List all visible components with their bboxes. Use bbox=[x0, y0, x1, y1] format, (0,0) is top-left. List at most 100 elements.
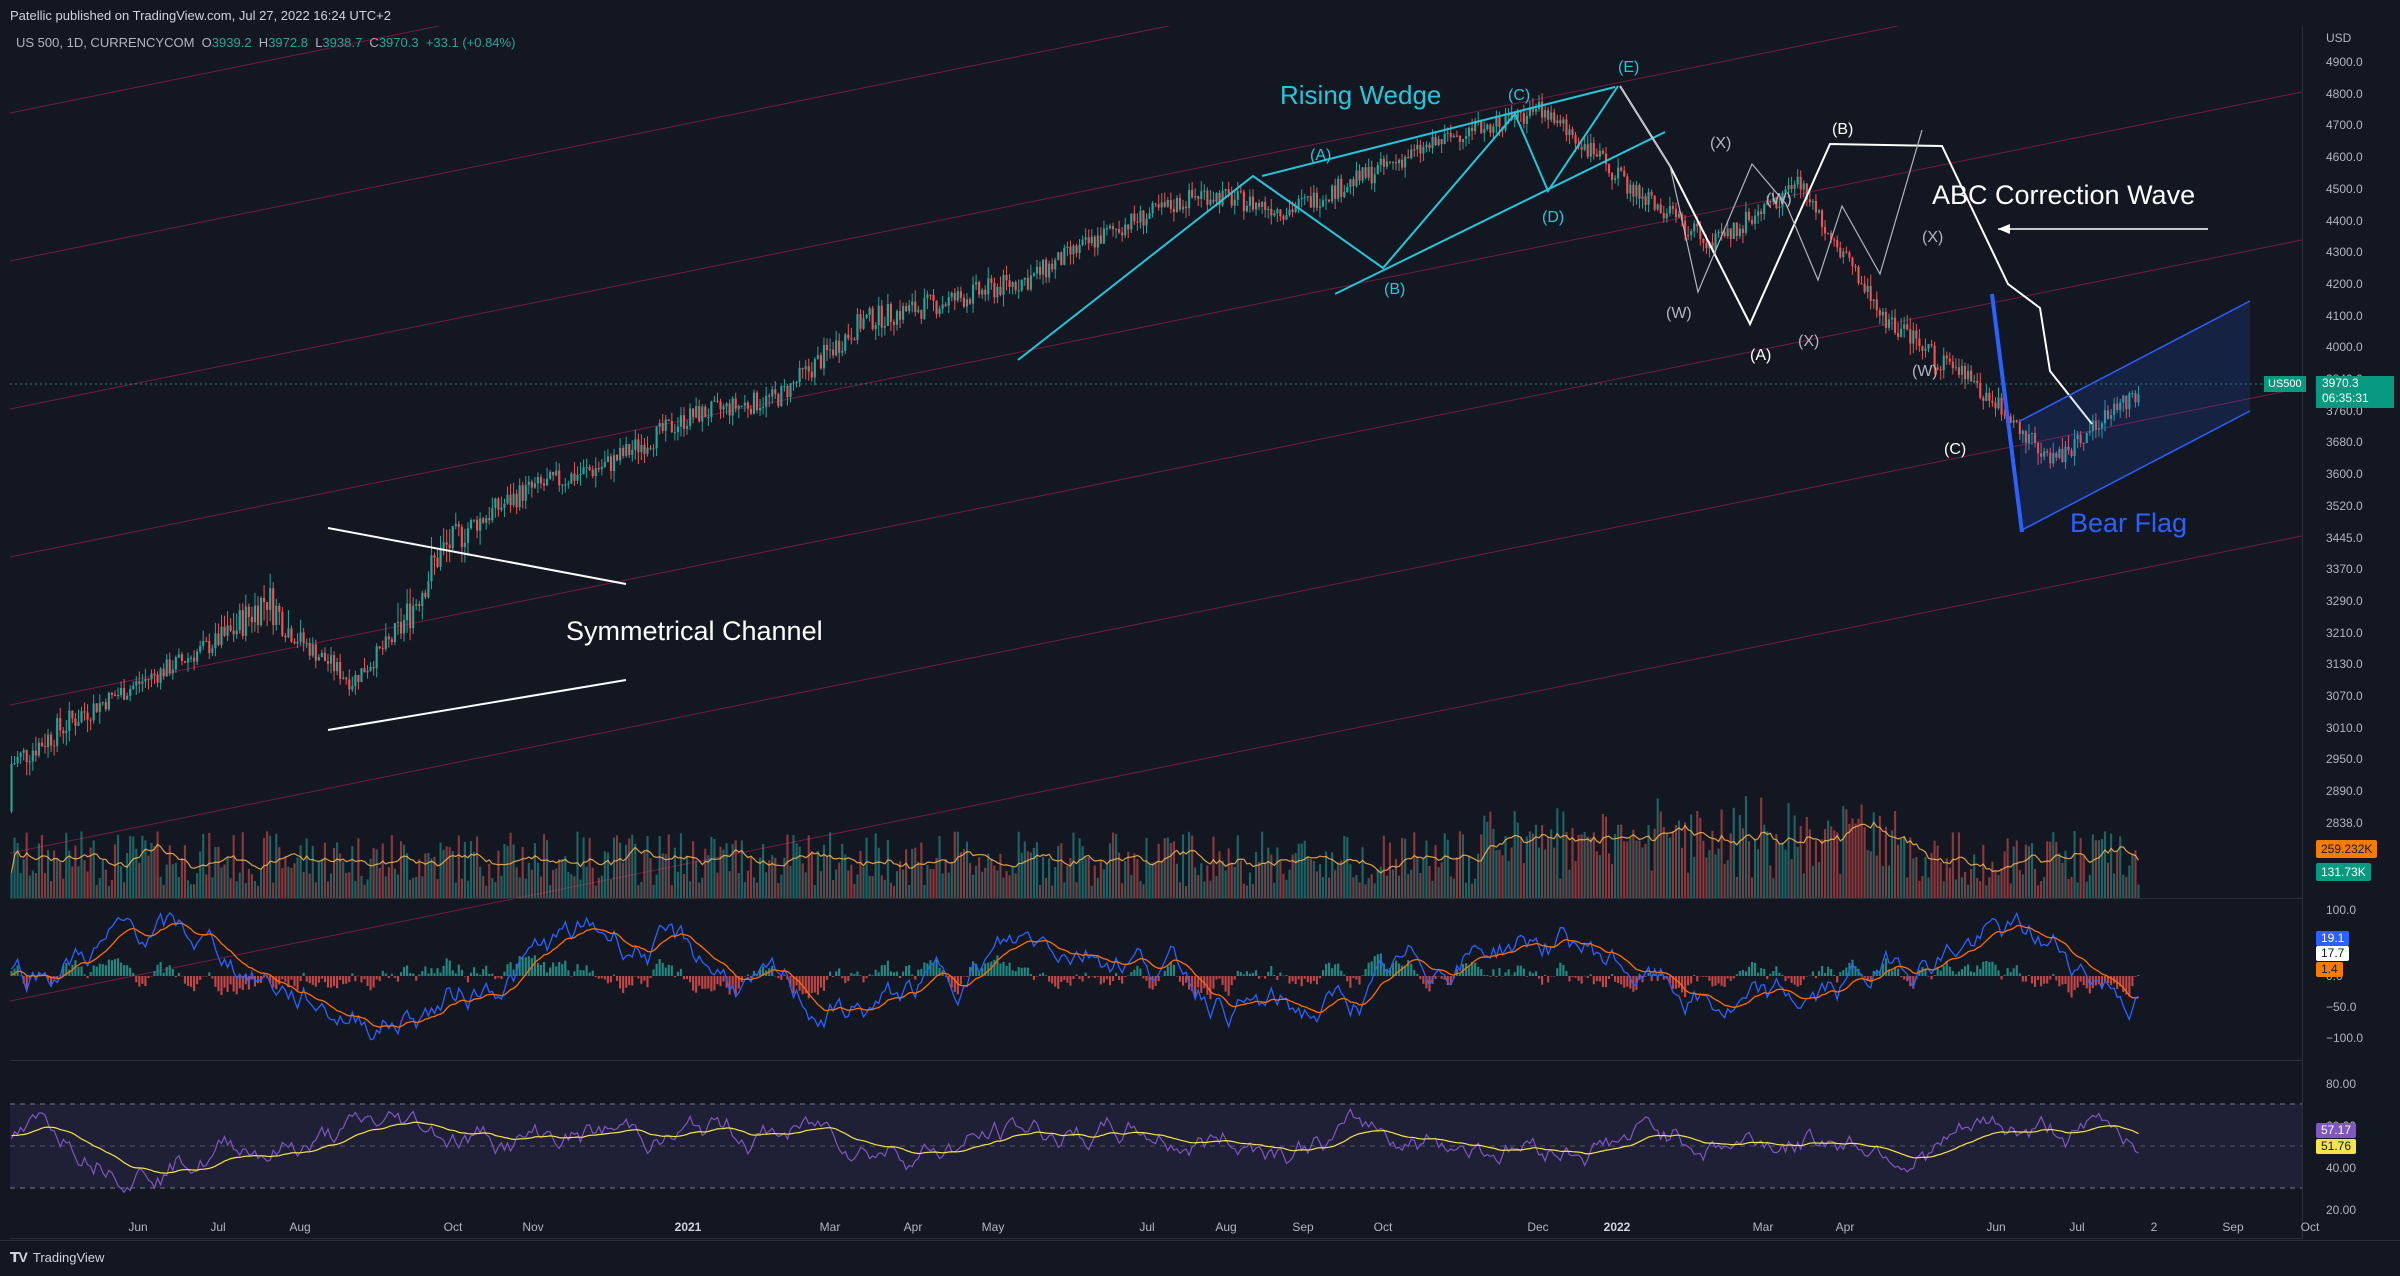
macd-histogram-bar bbox=[576, 964, 579, 976]
candle-body bbox=[841, 350, 844, 353]
volume-bar bbox=[153, 846, 156, 898]
volume-bar bbox=[2073, 831, 2076, 898]
candle-body bbox=[1111, 226, 1115, 230]
volume-bar bbox=[758, 857, 762, 898]
abc-correction-drawing[interactable] bbox=[1619, 85, 2208, 425]
price-tick: 4100.0 bbox=[2326, 308, 2363, 323]
candle-body bbox=[10, 763, 13, 812]
candle-body bbox=[1136, 221, 1139, 223]
candle-body bbox=[914, 301, 917, 313]
candle-body bbox=[1130, 213, 1133, 230]
volume-bar bbox=[1750, 877, 1754, 898]
candle-body bbox=[278, 605, 281, 612]
candle-body bbox=[1087, 237, 1090, 244]
symbol-legend[interactable]: US 500, 1D, CURRENCYCOM O3939.2 H3972.8 … bbox=[16, 35, 515, 50]
volume-bar bbox=[1069, 858, 1072, 898]
volume-bar bbox=[1461, 834, 1465, 898]
macd-histogram-bar bbox=[171, 968, 174, 976]
candle-body bbox=[463, 542, 466, 547]
candle-body bbox=[2088, 431, 2091, 433]
volume-bar bbox=[795, 843, 798, 898]
volume-bar bbox=[1598, 855, 1601, 898]
candle-body bbox=[1991, 400, 1994, 403]
volume-bar bbox=[944, 859, 947, 898]
candle-body bbox=[1318, 206, 1322, 208]
volume-bar bbox=[302, 871, 305, 898]
macd-histogram-bar bbox=[841, 976, 844, 979]
macd-histogram-bar bbox=[1942, 965, 1945, 976]
macd-histogram-bar bbox=[50, 976, 53, 984]
volume-bar bbox=[1556, 808, 1559, 898]
candle-body bbox=[491, 508, 494, 521]
macd-histogram-bar bbox=[865, 976, 868, 979]
volume-bar bbox=[1744, 796, 1748, 898]
time-tick: Sep bbox=[2222, 1220, 2244, 1234]
volume-bar bbox=[1358, 882, 1361, 898]
macd-histogram-bar bbox=[533, 955, 536, 976]
volume-bar bbox=[1863, 827, 1866, 898]
macd-histogram-bar bbox=[34, 976, 37, 980]
candle-body bbox=[302, 632, 305, 644]
macd-histogram-bar bbox=[1139, 968, 1142, 976]
macd-histogram-bar bbox=[445, 958, 448, 976]
macd-histogram-bar bbox=[2100, 976, 2104, 989]
volume-bar bbox=[348, 872, 351, 898]
volume-bar bbox=[1547, 837, 1550, 898]
candle-body bbox=[116, 695, 120, 697]
bear-flag-drawing[interactable] bbox=[1990, 293, 2251, 533]
candle-body bbox=[1541, 101, 1544, 118]
volume-bar bbox=[1239, 860, 1242, 898]
chart-canvas[interactable]: Rising Wedge ABC Correction Wave Symmetr… bbox=[10, 26, 2302, 1238]
volume-bar bbox=[2067, 879, 2070, 898]
candle-body bbox=[1960, 365, 1964, 375]
price-tick: 3680.0 bbox=[2326, 435, 2363, 450]
candle-body bbox=[147, 678, 150, 680]
macd-histogram-bar bbox=[409, 973, 412, 976]
macd-histogram-bar bbox=[689, 976, 692, 983]
macd-histogram-bar bbox=[1574, 976, 1577, 978]
volume-bar bbox=[1729, 833, 1732, 898]
candle-body bbox=[56, 718, 59, 746]
volume-bar bbox=[320, 858, 323, 898]
macd-histogram-bar bbox=[2027, 975, 2031, 976]
volume-bar bbox=[1075, 882, 1078, 898]
candle-body bbox=[123, 688, 126, 700]
macd-histogram-bar bbox=[1936, 966, 1939, 976]
footer-bar bbox=[0, 1240, 2400, 1276]
volume-bar bbox=[1991, 861, 1994, 898]
macd-histogram-bar bbox=[1160, 975, 1163, 977]
candle-body bbox=[1516, 110, 1519, 119]
volume-bar bbox=[1534, 824, 1538, 898]
macd-histogram-bar bbox=[323, 976, 327, 983]
symmetrical-channel-drawing[interactable] bbox=[327, 527, 627, 731]
rising-wedge-drawing[interactable] bbox=[1017, 85, 1666, 361]
candle-body bbox=[1662, 213, 1665, 219]
volume-bar bbox=[609, 879, 613, 898]
tradingview-logo[interactable]: ꓔV TradingView bbox=[10, 1249, 104, 1266]
macd-histogram-bar bbox=[1303, 976, 1306, 979]
macd-histogram-bar bbox=[107, 959, 110, 976]
volume-bar bbox=[1808, 829, 1811, 898]
volume-bar bbox=[1851, 818, 1854, 898]
macd-histogram-bar bbox=[1951, 971, 1954, 976]
volume-bar bbox=[2009, 883, 2012, 898]
macd-histogram-bar bbox=[202, 976, 205, 977]
volume-bar bbox=[1388, 842, 1392, 898]
volume-bar bbox=[1866, 850, 1869, 898]
macd-histogram-bar bbox=[1397, 963, 1401, 976]
candle-body bbox=[1738, 228, 1741, 237]
candle-body bbox=[433, 555, 436, 558]
volume-bar bbox=[749, 857, 753, 898]
macd-histogram-bar bbox=[1102, 976, 1105, 983]
rsi-line bbox=[10, 1107, 2139, 1194]
macd-histogram-bar bbox=[984, 963, 987, 976]
volume-bar bbox=[275, 833, 278, 898]
volume-bar bbox=[1422, 858, 1425, 898]
volume-bar bbox=[2000, 868, 2003, 898]
candle-body bbox=[1766, 201, 1769, 205]
macd-histogram-bar bbox=[612, 974, 616, 976]
candle-body bbox=[1644, 196, 1647, 205]
macd-histogram-bar bbox=[1872, 971, 1875, 976]
volume-bar bbox=[2116, 850, 2119, 898]
candle-body bbox=[832, 349, 835, 356]
